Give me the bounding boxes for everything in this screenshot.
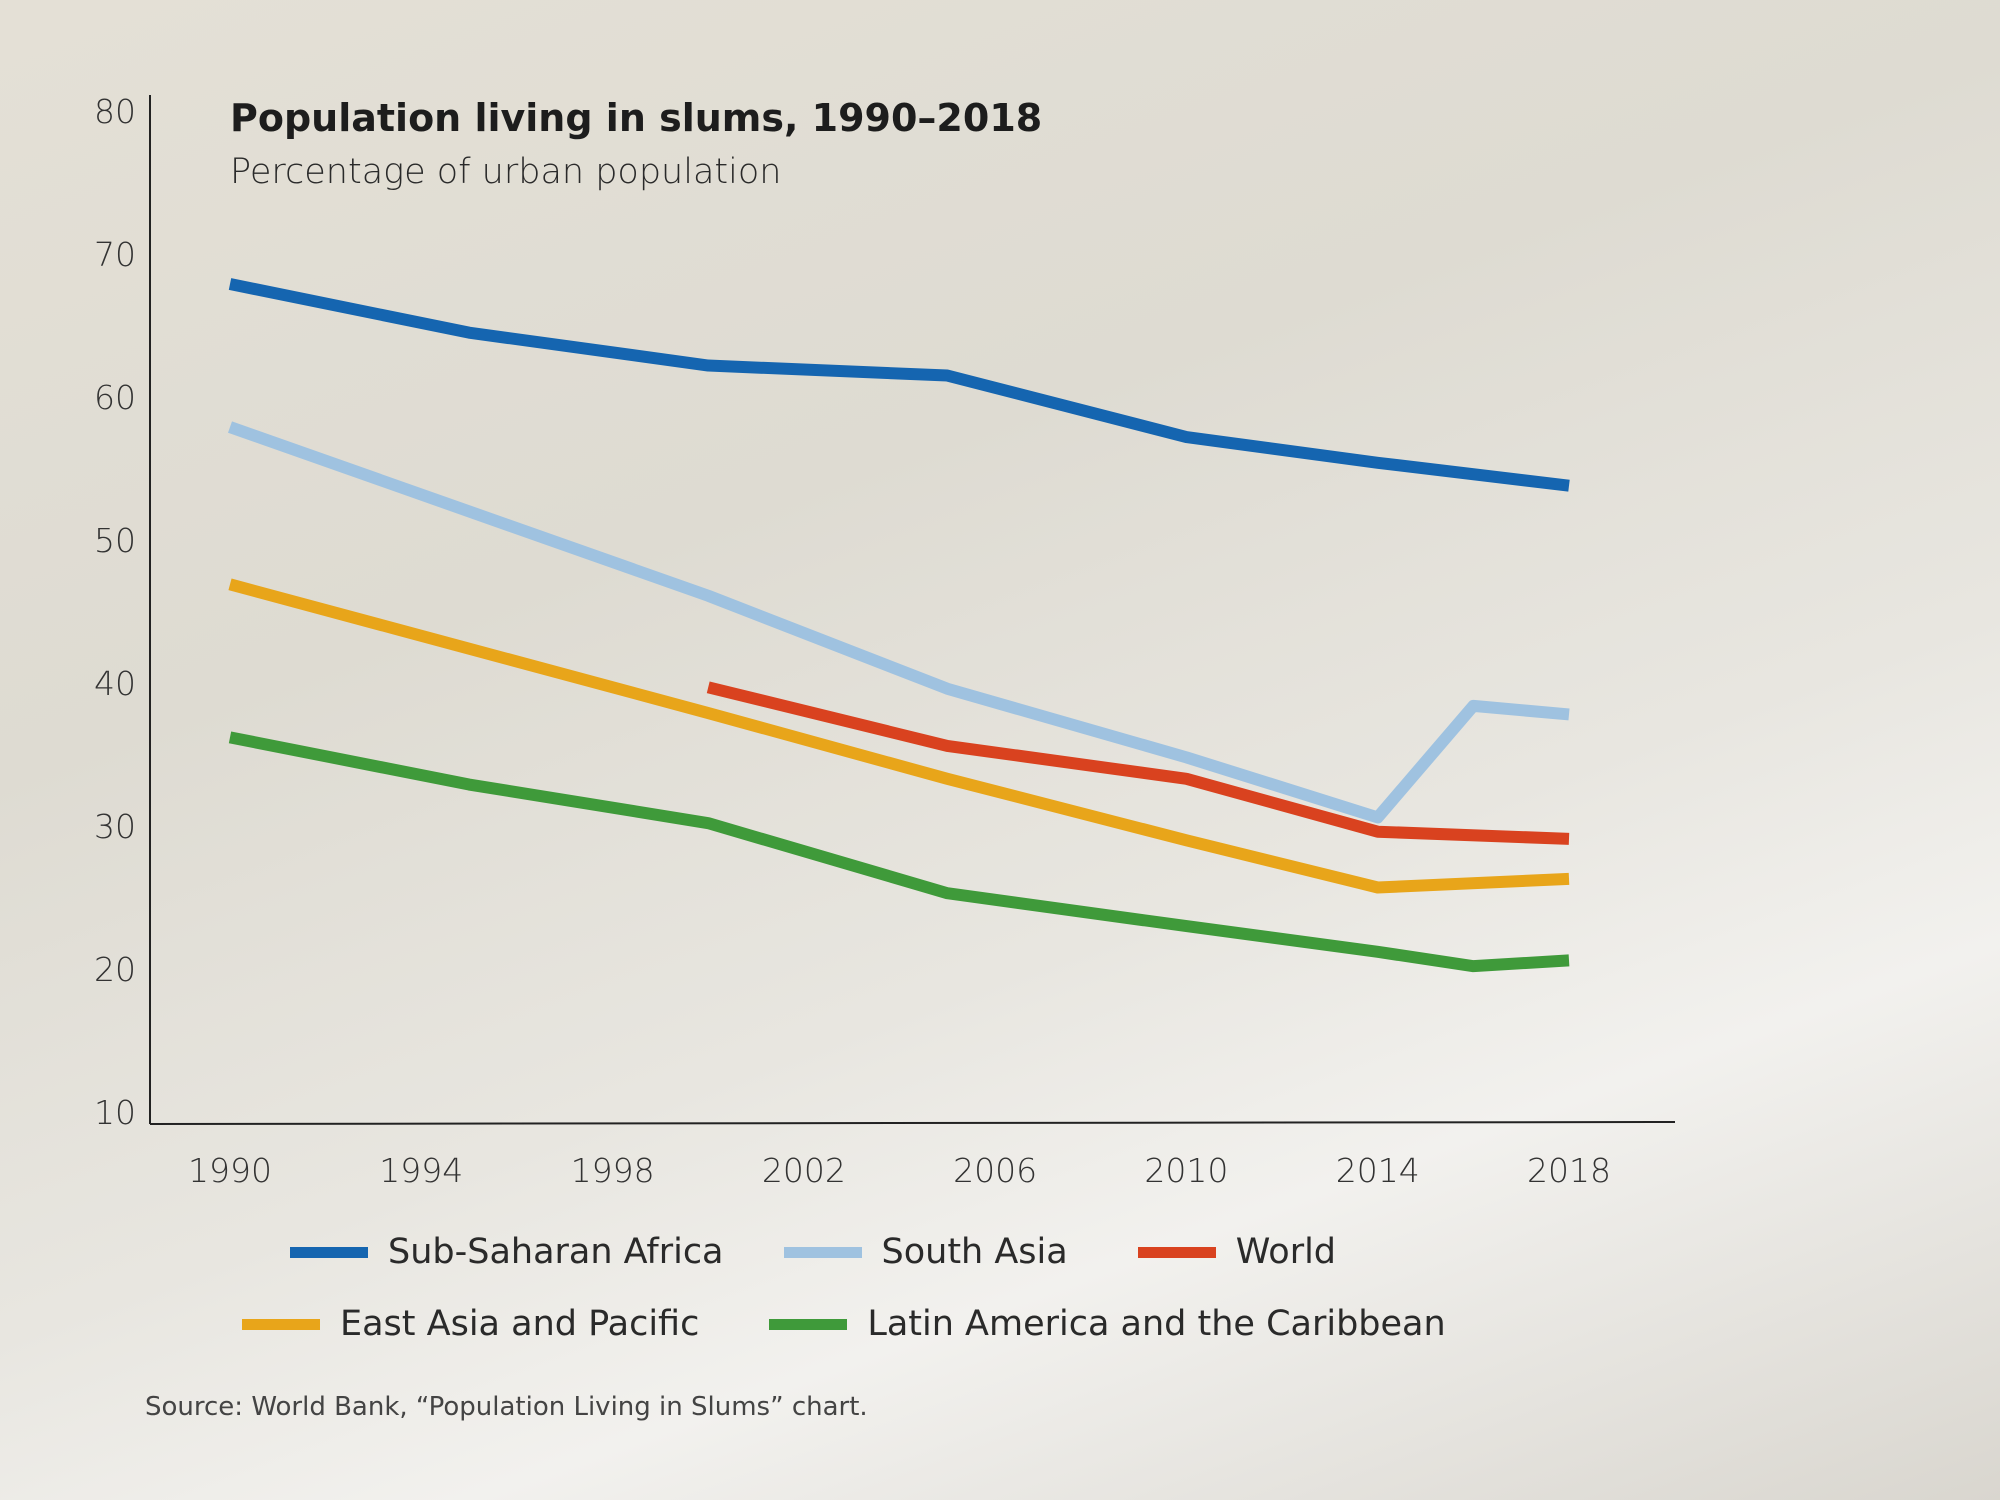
y-tick-label: 10 bbox=[94, 1093, 136, 1132]
x-tick-label: 1998 bbox=[571, 1151, 655, 1190]
legend-item-sub-saharan-africa: Sub-Saharan Africa bbox=[290, 1232, 724, 1272]
series-line-east-asia-and-pacific bbox=[228, 578, 1570, 894]
y-tick-label: 50 bbox=[94, 521, 136, 560]
legend-item-world: World bbox=[1137, 1232, 1337, 1272]
legend-row-1: Sub-Saharan Africa South Asia World bbox=[290, 1232, 1406, 1272]
y-tick-label: 70 bbox=[94, 235, 136, 274]
chart-title: Population living in slums, 1990–2018 bbox=[230, 96, 1043, 140]
legend-swatch bbox=[242, 1318, 320, 1330]
x-tick-label: 1990 bbox=[188, 1151, 272, 1190]
source-note: Source: World Bank, “Population Living i… bbox=[145, 1392, 868, 1422]
chart-subtitle: Percentage of urban population bbox=[230, 152, 782, 192]
x-tick-label: 2018 bbox=[1527, 1151, 1611, 1190]
x-tick-label: 2014 bbox=[1336, 1151, 1420, 1190]
legend-label: World bbox=[1235, 1232, 1337, 1272]
y-tick-label: 20 bbox=[94, 950, 136, 989]
series-line-sub-saharan-africa bbox=[228, 278, 1570, 492]
y-tick-label: 80 bbox=[94, 92, 136, 131]
series-line-south-asia bbox=[228, 421, 1570, 824]
legend-swatch bbox=[1137, 1246, 1216, 1258]
legend-label: Sub-Saharan Africa bbox=[388, 1232, 724, 1272]
legend-item-east-asia-pacific: East Asia and Pacific bbox=[242, 1304, 699, 1344]
legend-swatch bbox=[769, 1318, 848, 1330]
series-line-latin-america-and-the-caribbean bbox=[228, 731, 1570, 973]
y-tick-label: 60 bbox=[94, 378, 136, 417]
legend-item-south-asia: South Asia bbox=[783, 1232, 1068, 1272]
x-axis bbox=[149, 1121, 1676, 1125]
legend-label: East Asia and Pacific bbox=[340, 1304, 700, 1344]
legend-swatch bbox=[290, 1246, 368, 1258]
legend-label: South Asia bbox=[881, 1232, 1068, 1272]
x-tick-label: 2006 bbox=[953, 1151, 1037, 1190]
legend-swatch bbox=[783, 1246, 862, 1258]
x-tick-label: 2002 bbox=[762, 1151, 846, 1190]
x-tick-label: 2010 bbox=[1144, 1151, 1228, 1190]
legend-label: Latin America and the Caribbean bbox=[867, 1304, 1446, 1344]
legend-item-latin-america: Latin America and the Caribbean bbox=[769, 1304, 1446, 1344]
x-tick-label: 1994 bbox=[379, 1151, 463, 1190]
series-line-world bbox=[706, 681, 1570, 845]
y-tick-label: 30 bbox=[94, 807, 136, 846]
legend-row-2: East Asia and Pacific Latin America and … bbox=[242, 1304, 1516, 1344]
y-tick-label: 40 bbox=[94, 664, 136, 703]
